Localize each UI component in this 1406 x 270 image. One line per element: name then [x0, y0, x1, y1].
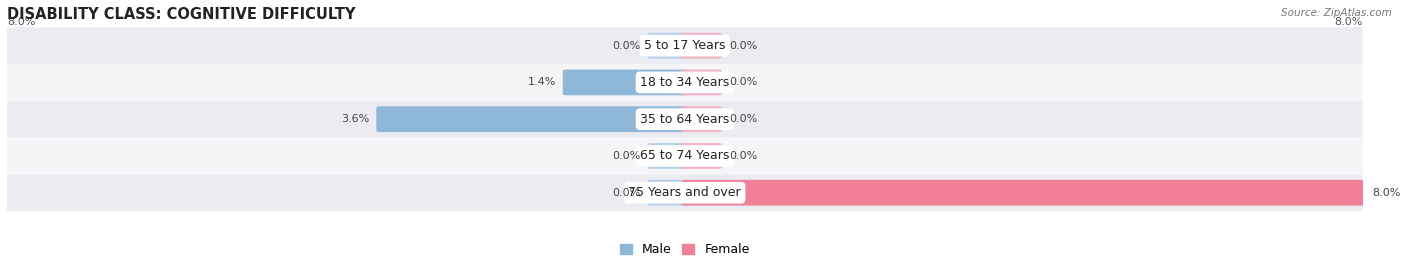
Legend: Male, Female: Male, Female	[620, 243, 749, 256]
Text: Source: ZipAtlas.com: Source: ZipAtlas.com	[1281, 8, 1392, 18]
FancyBboxPatch shape	[647, 143, 688, 169]
Text: 0.0%: 0.0%	[728, 114, 756, 124]
Text: 5 to 17 Years: 5 to 17 Years	[644, 39, 725, 52]
Text: 8.0%: 8.0%	[1334, 17, 1362, 27]
Text: 65 to 74 Years: 65 to 74 Years	[640, 150, 730, 163]
Text: 0.0%: 0.0%	[613, 188, 641, 198]
FancyBboxPatch shape	[682, 70, 723, 95]
Text: 18 to 34 Years: 18 to 34 Years	[640, 76, 730, 89]
FancyBboxPatch shape	[377, 106, 688, 132]
FancyBboxPatch shape	[7, 174, 1362, 211]
Text: 0.0%: 0.0%	[613, 151, 641, 161]
FancyBboxPatch shape	[7, 64, 1362, 101]
FancyBboxPatch shape	[682, 106, 723, 132]
FancyBboxPatch shape	[647, 180, 688, 205]
Text: 35 to 64 Years: 35 to 64 Years	[640, 113, 730, 126]
Text: 75 Years and over: 75 Years and over	[628, 186, 741, 199]
FancyBboxPatch shape	[682, 143, 723, 169]
FancyBboxPatch shape	[682, 33, 723, 59]
Text: 0.0%: 0.0%	[728, 41, 756, 51]
FancyBboxPatch shape	[7, 27, 1362, 64]
Text: 0.0%: 0.0%	[728, 77, 756, 87]
FancyBboxPatch shape	[7, 138, 1362, 174]
FancyBboxPatch shape	[647, 33, 688, 59]
Text: 1.4%: 1.4%	[527, 77, 555, 87]
Text: 8.0%: 8.0%	[7, 17, 35, 27]
Text: 0.0%: 0.0%	[613, 41, 641, 51]
Text: 0.0%: 0.0%	[728, 151, 756, 161]
Text: 3.6%: 3.6%	[342, 114, 370, 124]
FancyBboxPatch shape	[682, 180, 1365, 205]
FancyBboxPatch shape	[562, 70, 688, 95]
FancyBboxPatch shape	[7, 101, 1362, 138]
Text: DISABILITY CLASS: COGNITIVE DIFFICULTY: DISABILITY CLASS: COGNITIVE DIFFICULTY	[7, 7, 356, 22]
Text: 8.0%: 8.0%	[1372, 188, 1400, 198]
